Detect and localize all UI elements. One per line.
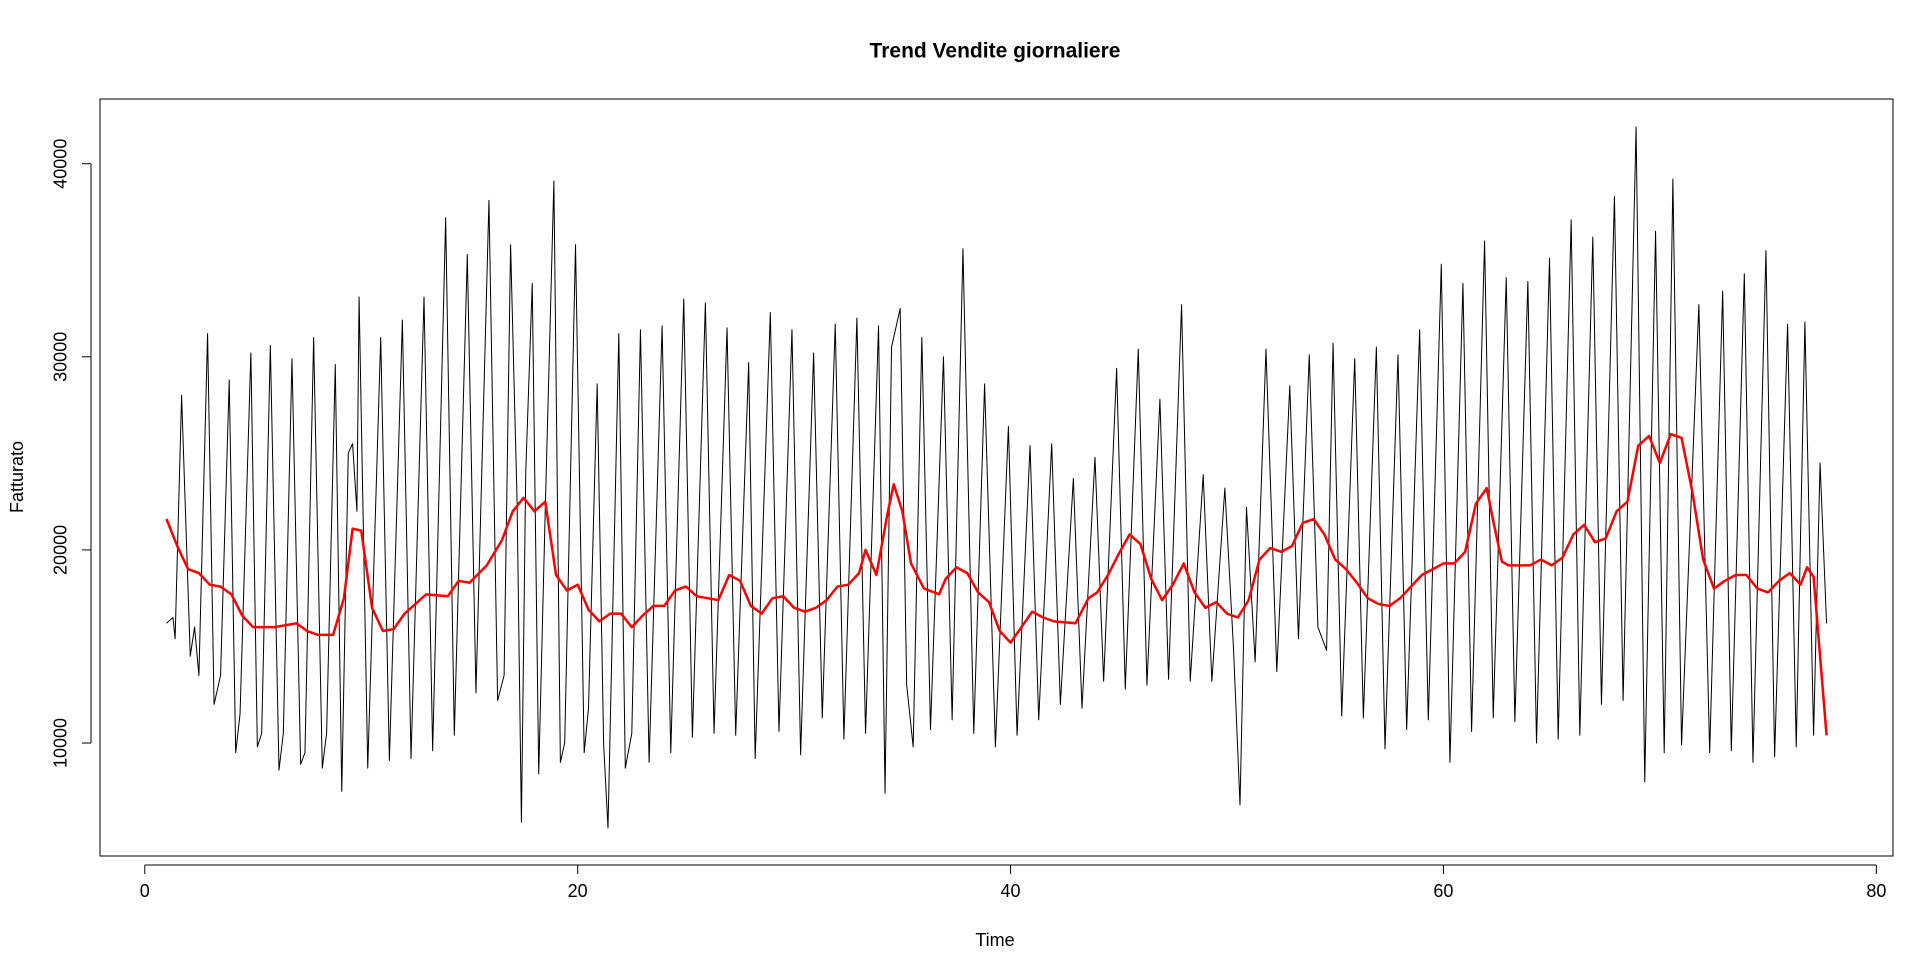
x-tick-label: 80 <box>1866 881 1886 901</box>
x-tick-label: 20 <box>568 881 588 901</box>
x-tick-label: 40 <box>1001 881 1021 901</box>
plot-frame <box>99 98 1894 857</box>
y-axis-label: Fatturato <box>7 441 27 513</box>
data-line <box>166 126 1828 829</box>
y-tick-label: 30000 <box>51 332 71 382</box>
data-line <box>165 432 1828 736</box>
chart-title: Trend Vendite giornaliere <box>870 40 1121 63</box>
y-tick-label: 40000 <box>51 139 71 189</box>
x-tick-label: 60 <box>1433 881 1453 901</box>
x-tick-label: 0 <box>140 881 150 901</box>
x-axis-label: Time <box>975 930 1014 950</box>
y-tick-label: 20000 <box>51 525 71 575</box>
y-tick-label: 10000 <box>51 718 71 768</box>
